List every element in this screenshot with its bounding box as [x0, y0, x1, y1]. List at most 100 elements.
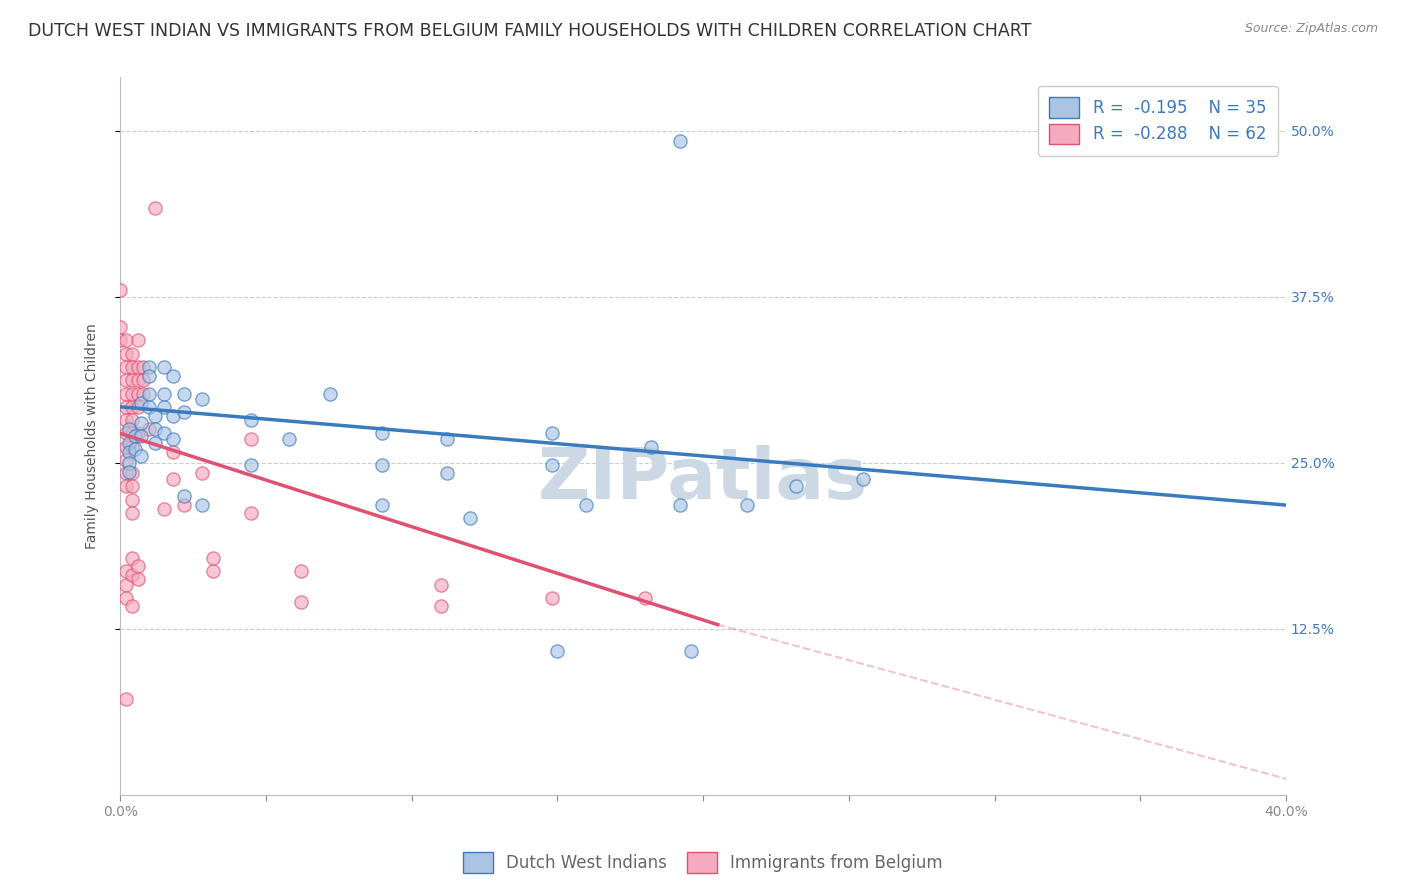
Point	[138, 422, 160, 436]
Point	[153, 400, 176, 414]
Point	[124, 429, 146, 443]
Point	[278, 432, 301, 446]
Text: ZIPatlas: ZIPatlas	[538, 444, 868, 514]
Point	[129, 429, 152, 443]
Point	[143, 422, 166, 436]
Point	[115, 347, 138, 361]
Point	[118, 456, 141, 470]
Point	[127, 573, 149, 587]
Point	[290, 595, 312, 609]
Point	[118, 465, 141, 479]
Point	[121, 347, 143, 361]
Point	[202, 565, 225, 579]
Point	[138, 386, 160, 401]
Point	[371, 458, 394, 473]
Point	[115, 413, 138, 427]
Point	[115, 578, 138, 592]
Point	[115, 426, 138, 441]
Point	[540, 591, 562, 605]
Point	[143, 409, 166, 423]
Point	[436, 467, 458, 481]
Point	[429, 578, 451, 592]
Point	[458, 511, 481, 525]
Point	[173, 498, 195, 512]
Point	[121, 467, 143, 481]
Point	[634, 591, 657, 605]
Point	[115, 373, 138, 387]
Point	[121, 386, 143, 401]
Text: Source: ZipAtlas.com: Source: ZipAtlas.com	[1244, 22, 1378, 36]
Point	[127, 400, 149, 414]
Point	[785, 479, 807, 493]
Point	[173, 489, 195, 503]
Point	[190, 498, 212, 512]
Point	[118, 422, 141, 436]
Y-axis label: Family Households with Children: Family Households with Children	[86, 323, 100, 549]
Point	[115, 479, 138, 493]
Point	[115, 400, 138, 414]
Point	[153, 426, 176, 441]
Point	[115, 334, 138, 348]
Point	[319, 386, 342, 401]
Point	[153, 502, 176, 516]
Point	[115, 467, 138, 481]
Point	[129, 396, 152, 410]
Point	[121, 426, 143, 441]
Point	[240, 458, 263, 473]
Point	[115, 565, 138, 579]
Point	[121, 479, 143, 493]
Point	[540, 458, 562, 473]
Point	[108, 283, 131, 297]
Point	[153, 386, 176, 401]
Point	[143, 435, 166, 450]
Point	[115, 359, 138, 374]
Point	[115, 591, 138, 605]
Point	[290, 565, 312, 579]
Point	[129, 416, 152, 430]
Point	[127, 426, 149, 441]
Point	[121, 506, 143, 520]
Point	[121, 492, 143, 507]
Point	[546, 644, 568, 658]
Point	[429, 599, 451, 613]
Point	[143, 201, 166, 215]
Point	[108, 334, 131, 348]
Point	[436, 432, 458, 446]
Point	[173, 386, 195, 401]
Text: DUTCH WEST INDIAN VS IMMIGRANTS FROM BELGIUM FAMILY HOUSEHOLDS WITH CHILDREN COR: DUTCH WEST INDIAN VS IMMIGRANTS FROM BEL…	[28, 22, 1032, 40]
Point	[115, 386, 138, 401]
Point	[240, 506, 263, 520]
Point	[124, 442, 146, 457]
Point	[371, 498, 394, 512]
Point	[121, 400, 143, 414]
Point	[115, 692, 138, 706]
Point	[371, 426, 394, 441]
Point	[121, 413, 143, 427]
Point	[668, 498, 690, 512]
Point	[681, 644, 703, 658]
Point	[240, 413, 263, 427]
Point	[121, 359, 143, 374]
Point	[162, 409, 184, 423]
Point	[240, 432, 263, 446]
Point	[190, 392, 212, 406]
Point	[668, 134, 690, 148]
Point	[153, 359, 176, 374]
Point	[132, 359, 155, 374]
Point	[202, 551, 225, 566]
Point	[138, 369, 160, 384]
Point	[127, 359, 149, 374]
Point	[138, 400, 160, 414]
Point	[115, 440, 138, 454]
Point	[127, 559, 149, 574]
Legend: Dutch West Indians, Immigrants from Belgium: Dutch West Indians, Immigrants from Belg…	[457, 846, 949, 880]
Point	[640, 440, 662, 454]
Point	[852, 471, 875, 485]
Point	[121, 373, 143, 387]
Legend: R =  -0.195    N = 35, R =  -0.288    N = 62: R = -0.195 N = 35, R = -0.288 N = 62	[1038, 86, 1278, 155]
Point	[127, 334, 149, 348]
Point	[190, 467, 212, 481]
Point	[138, 359, 160, 374]
Point	[121, 440, 143, 454]
Point	[118, 445, 141, 459]
